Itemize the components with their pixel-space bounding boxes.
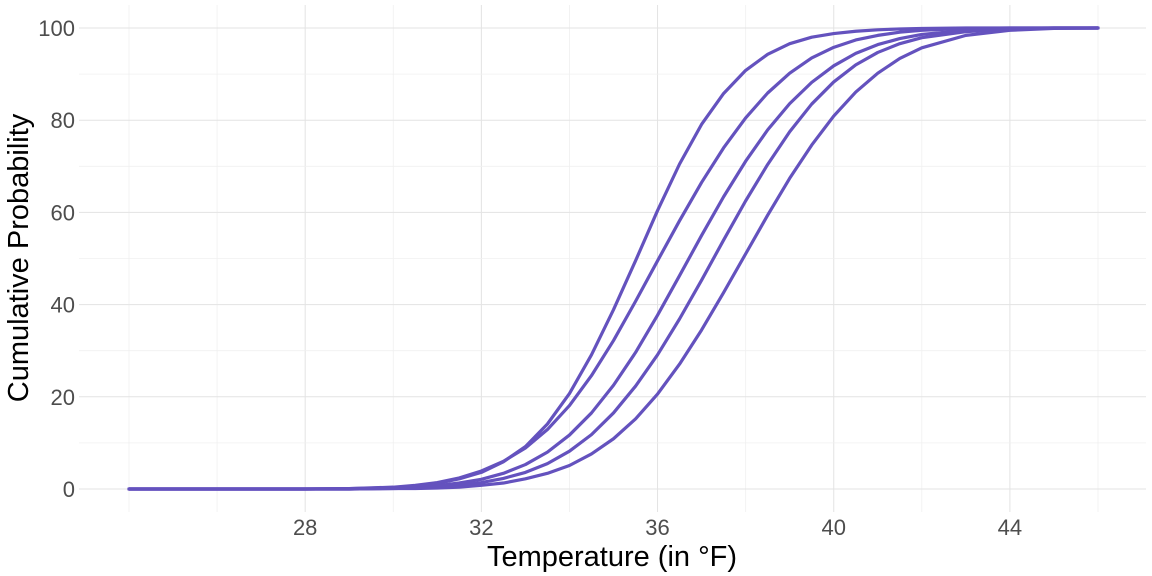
y-tick-label: 100 <box>38 16 75 41</box>
x-tick-label: 32 <box>469 515 493 540</box>
series-layer <box>127 26 1100 491</box>
x-axis-title: Temperature (in °F) <box>487 541 737 573</box>
y-tick-label: 60 <box>51 200 75 225</box>
x-tick-label: 44 <box>998 515 1022 540</box>
x-tick-label: 28 <box>293 515 317 540</box>
y-tick-label: 0 <box>63 477 75 502</box>
tick-labels: 28 32 36 40 44 0 20 40 60 80 100 <box>38 16 1022 540</box>
x-tick-label: 36 <box>645 515 669 540</box>
series-line-5 <box>127 26 1100 491</box>
y-tick-label: 20 <box>51 385 75 410</box>
x-tick-label: 40 <box>821 515 845 540</box>
y-tick-label: 40 <box>51 293 75 318</box>
grid <box>79 5 1146 512</box>
y-axis-title: Cumulative Probability <box>3 113 35 402</box>
y-tick-label: 80 <box>51 108 75 133</box>
